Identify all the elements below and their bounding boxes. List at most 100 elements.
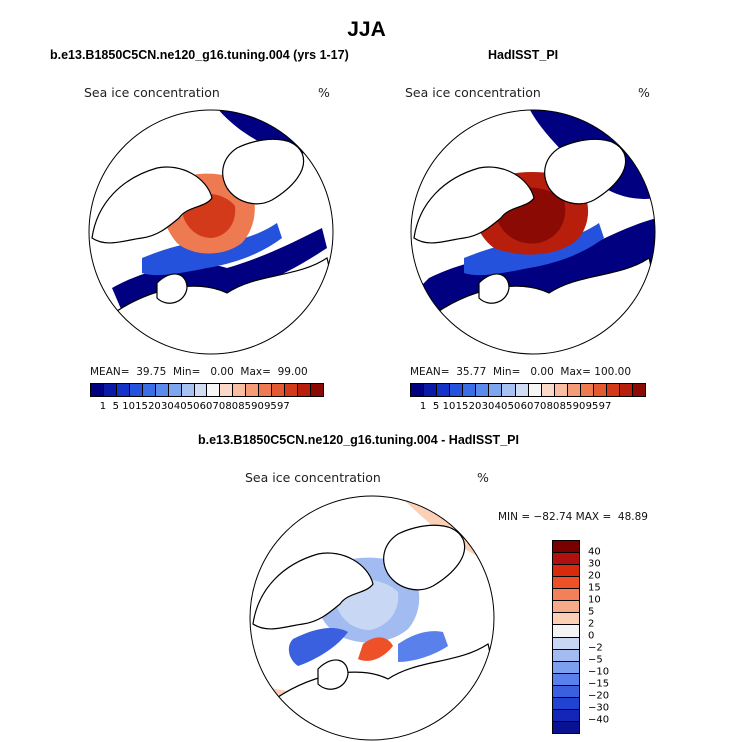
left-colorbar-swatch [233,384,247,396]
diff-land-outline [383,524,466,591]
left-land-outline [156,273,188,304]
right-colorbar-tick-label: 60 [520,401,534,412]
diff-colorbar-swatch [553,637,579,650]
diff-stats: MIN = −82.74 MAX = 48.89 [498,511,648,523]
right-colorbar-swatch [567,384,581,396]
left-colorbar-tick-label: 70 [212,401,226,412]
left-colorbar-tick-label: 97 [276,401,290,412]
right-colorbar-swatch [476,384,490,396]
diff-colorbar-tick-label: −15 [588,678,610,690]
right-colorbar-ticks: 1 5 10 15 20 30 40 50 60 70 80 85 90 95 97 [410,401,644,415]
right-colorbar-swatch [593,384,607,396]
diff-colorbar-swatch [553,541,579,554]
right-colorbar-swatch [450,384,464,396]
right-colorbar-swatch [528,384,542,396]
diff-map-boundary [249,495,495,741]
left-colorbar-swatch [181,384,195,396]
right-variable-label: Sea ice concentration [405,85,541,100]
left-map-boundary [88,109,334,355]
right-colorbar-tick-label: 10 [442,401,456,412]
diff-diff-negative-edge-west [288,628,348,666]
left-colorbar-swatch [103,384,117,396]
left-colorbar-swatch [298,384,311,396]
left-colorbar-swatch [155,384,169,396]
left-colorbar-swatch [91,384,104,396]
left-colorbar-tick-label: 10 [122,401,136,412]
left-units-label: % [318,85,330,100]
right-colorbar-swatch [606,384,620,396]
right-colorbar-swatch [633,384,646,396]
left-colorbar-tick-label: 30 [160,401,174,412]
right-colorbar-swatch [463,384,477,396]
diff-colorbar-swatch [553,685,579,698]
figure-title: JJA [347,18,386,41]
right-colorbar-swatch [437,384,451,396]
diff-colorbar-swatch [553,613,579,626]
left-colorbar-swatch [116,384,130,396]
diff-colorbar [552,540,580,734]
diff-colorbar-tick-label: −30 [588,702,610,714]
left-colorbar-swatch [246,384,260,396]
right-colorbar-tick-label: 40 [494,401,508,412]
left-colorbar-tick-label: 85 [238,401,252,412]
right-colorbar-swatch [580,384,594,396]
left-variable-label: Sea ice concentration [84,85,220,100]
diff-variable-label: Sea ice concentration [245,470,381,485]
diff-colorbar-tick-label: −40 [588,714,610,726]
right-units-label: % [638,85,650,100]
left-colorbar-tick-label: 1 [99,401,107,412]
right-land-outline [478,273,510,304]
right-colorbar-swatch [554,384,568,396]
right-colorbar [410,383,646,397]
left-colorbar-tick-label: 50 [186,401,200,412]
left-colorbar-swatch [168,384,182,396]
right-land-outline [413,166,535,244]
diff-land-outline [252,552,374,630]
right-colorbar-tick-label: 90 [572,401,586,412]
diff-colorbar-swatch [553,649,579,662]
diff-colorbar-swatch [553,565,579,578]
diff-colorbar-tick-label: 30 [588,558,601,570]
diff-colorbar-swatch [553,709,579,722]
right-colorbar-swatch [515,384,529,396]
right-colorbar-tick-label: 95 [585,401,599,412]
diff-colorbar-tick-label: −20 [588,690,610,702]
right-panel-subtitle: HadISST_PI [488,48,559,62]
left-colorbar-swatch [142,384,156,396]
right-colorbar-tick-label: 20 [468,401,482,412]
diff-colorbar-tick-label: −5 [588,654,603,666]
diff-colorbar-tick-label: 40 [588,546,601,558]
right-map-boundary [410,109,656,355]
right-colorbar-tick-label: 85 [559,401,573,412]
right-colorbar-swatch [541,384,555,396]
left-colorbar-tick-label: 5 [112,401,119,412]
right-stats: MEAN= 35.77 Min= 0.00 Max= 100.00 [410,366,632,378]
left-polar-map [88,109,334,355]
diff-colorbar-tick-label: 5 [588,606,595,618]
diff-colorbar-tick-label: −2 [588,642,603,654]
left-colorbar-swatch [310,384,323,396]
left-colorbar [90,383,324,397]
diff-diff-positive-streak [358,637,393,661]
diff-colorbar-tick-label: 20 [588,570,601,582]
left-colorbar-ticks: 1 5 10 15 20 30 40 50 60 70 80 85 90 95 97 [90,401,322,415]
left-panel-subtitle: b.e13.B1850C5CN.ne120_g16.tuning.004 (yr… [50,48,349,62]
diff-panel-subtitle: b.e13.B1850C5CN.ne120_g16.tuning.004 - H… [198,433,519,447]
diff-colorbar-swatch [553,673,579,686]
left-colorbar-tick-label: 90 [251,401,264,412]
left-colorbar-swatch [259,384,273,396]
left-colorbar-tick-label: 20 [148,401,161,412]
right-colorbar-tick-label: 97 [598,401,612,412]
diff-colorbar-ticks: 40 30 20 15 10 5 2 0 −2 −5 −10 −15 −20 −30 −40 [588,540,628,732]
right-colorbar-tick-label: 70 [533,401,547,412]
left-colorbar-swatch [207,384,221,396]
right-colorbar-swatch [411,384,425,396]
left-colorbar-tick-label: 15 [135,401,148,412]
diff-colorbar-swatch [553,601,579,614]
diff-colorbar-tick-label: 10 [588,594,601,606]
diff-colorbar-tick-label: 15 [588,582,601,594]
left-colorbar-swatch [194,384,208,396]
right-colorbar-tick-label: 5 [432,401,440,412]
diff-diff-negative-edge-east [398,631,448,662]
diff-colorbar-swatch [553,697,579,710]
